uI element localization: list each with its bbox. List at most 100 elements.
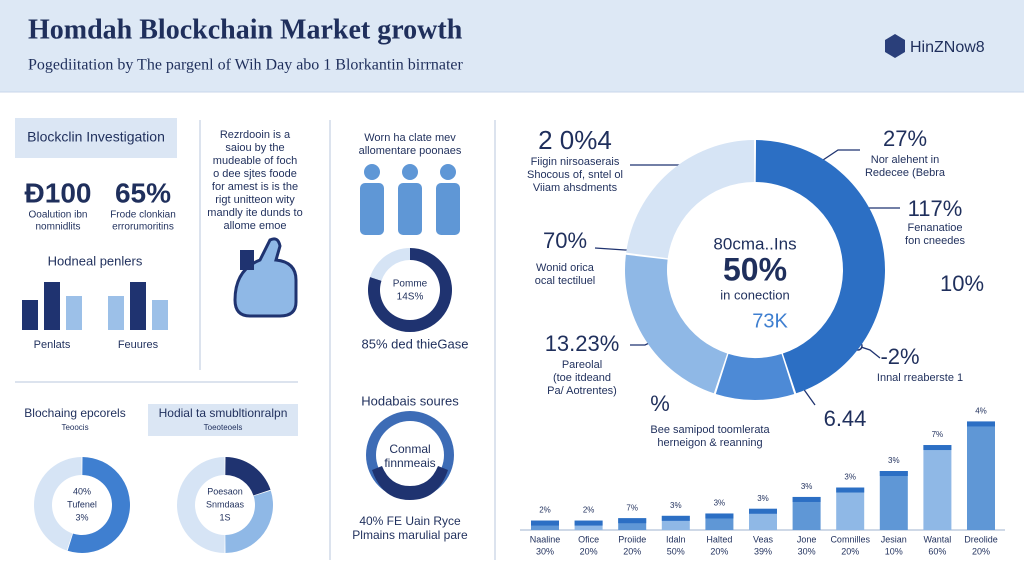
bar-sublabel: 39% xyxy=(754,546,772,556)
donut-center: 14S% xyxy=(397,292,424,303)
donut-segment xyxy=(370,248,410,281)
bar-cap xyxy=(749,508,777,514)
note-line: rigt unitteon wity xyxy=(215,194,295,206)
ring-center: in conection xyxy=(720,287,789,302)
bar-cap xyxy=(792,496,821,502)
ring-center: 50% xyxy=(723,251,787,287)
bar-sublabel: 20% xyxy=(623,546,641,556)
bar-top-label: 3% xyxy=(670,501,682,510)
bar xyxy=(749,508,777,530)
stat-label: Frode clonkian xyxy=(110,210,176,221)
caption: 85% ded thieGase xyxy=(362,336,469,351)
tab-sub: Teoocis xyxy=(61,423,88,432)
donut-segment xyxy=(225,490,273,553)
donut-center: Poesaon xyxy=(207,486,243,496)
bar-category: Proiide xyxy=(618,534,646,544)
tag-box xyxy=(15,118,177,158)
callout-value: % xyxy=(650,391,670,416)
tab-box xyxy=(148,404,298,436)
callout-text: Fenanatioe xyxy=(907,222,962,234)
ring-note: 73K xyxy=(752,310,788,332)
icon-text: finnmeais xyxy=(384,456,435,470)
bar xyxy=(792,496,821,530)
bar-top-label: 3% xyxy=(801,482,813,491)
donut-segment xyxy=(755,140,885,394)
donut-center: 40% xyxy=(73,486,91,496)
bar-cap xyxy=(705,513,734,519)
people-icons xyxy=(360,164,460,235)
group-label: Penlats xyxy=(34,339,71,351)
people-text: allomentare poonaes xyxy=(359,145,462,157)
section-title: Hodabais soures xyxy=(361,393,459,408)
bar-top-label: 3% xyxy=(888,456,900,465)
bar-top-label: 4% xyxy=(975,407,987,416)
caption: 40% FE Uain Ryce xyxy=(359,514,461,528)
caption: Plmains marulial pare xyxy=(352,528,468,542)
bar-category: Wantal xyxy=(924,534,952,544)
callout-text: ocal tectiluel xyxy=(535,275,596,287)
bar-sublabel: 30% xyxy=(798,546,816,556)
bar-sublabel: 10% xyxy=(885,546,903,556)
callout-value: 13.23% xyxy=(545,331,620,356)
callout-text: Wonid orica xyxy=(536,262,595,274)
bar-cap xyxy=(836,487,865,493)
note-line: saiou by the xyxy=(225,142,284,154)
bar-top-label: 3% xyxy=(757,494,769,503)
note-line: mandly ite dunds to xyxy=(207,207,302,219)
bar-top-label: 3% xyxy=(844,473,856,482)
section-title: Hodneal penlers xyxy=(48,253,143,268)
bar-category: Jone xyxy=(797,534,817,544)
donut-segment xyxy=(624,254,728,394)
note-line: mudeable of foch xyxy=(213,155,297,167)
donut-center: Snmdaas xyxy=(206,499,245,509)
note-line: for amest is is the xyxy=(212,181,298,193)
donut-center: 3% xyxy=(75,512,88,522)
bar-category: Halted xyxy=(706,534,732,544)
bar-category: Veas xyxy=(753,534,774,544)
people-text: Worn ha clate mev xyxy=(364,132,456,144)
donut-center: Tufenel xyxy=(67,499,97,509)
bar-sublabel: 20% xyxy=(841,546,859,556)
bar-category: Dreolide xyxy=(964,534,998,544)
bar-top-label: 7% xyxy=(932,430,944,439)
bar-top-label: 7% xyxy=(626,503,638,512)
bar-category: Jesian xyxy=(881,534,907,544)
tab-title: Blochaing epcorels xyxy=(24,406,125,420)
bar-sublabel: 20% xyxy=(710,546,728,556)
bar-cap xyxy=(531,520,559,526)
bar-top-label: 3% xyxy=(714,499,726,508)
logo: HinZNow8 xyxy=(910,39,985,56)
header-band xyxy=(0,0,1024,92)
logo-icon xyxy=(885,34,905,58)
callout-text: Pa/ Aotrentes) xyxy=(547,385,617,397)
sources-icon xyxy=(366,411,454,500)
bar-sublabel: 50% xyxy=(667,546,685,556)
bar-cap xyxy=(967,421,995,427)
bar-icons xyxy=(22,282,168,330)
donut-segment xyxy=(715,353,795,400)
tab-sub: Toeoteoels xyxy=(204,423,243,432)
bar-cap xyxy=(618,518,647,524)
bar xyxy=(923,445,952,530)
callout-value: -2% xyxy=(880,344,919,369)
bar-category: Idaln xyxy=(666,534,686,544)
note-line: allome emoe xyxy=(224,220,287,232)
subtitle: Pogediitation by The pargenl of Wih Day … xyxy=(28,57,463,74)
icon-text: Conmal xyxy=(389,442,430,456)
callout-value: 70% xyxy=(543,228,587,253)
bar-category: Comnilles xyxy=(830,534,870,544)
bar xyxy=(618,518,647,530)
donut-segment xyxy=(33,457,82,551)
group-label: Feuures xyxy=(118,339,159,351)
bar-sublabel: 60% xyxy=(928,546,946,556)
title: Homdah Blockchain Market growth xyxy=(28,14,463,45)
bar xyxy=(836,487,865,530)
callout-text: Innal rreaberste 1 xyxy=(877,372,963,384)
bar-category: Naaline xyxy=(530,534,561,544)
bar xyxy=(879,471,908,530)
callout-text: herneigon & reanning xyxy=(657,437,762,449)
donut-segment xyxy=(225,457,271,496)
bar-top-label: 2% xyxy=(583,506,595,515)
callout-text: Pareolal xyxy=(562,359,602,371)
